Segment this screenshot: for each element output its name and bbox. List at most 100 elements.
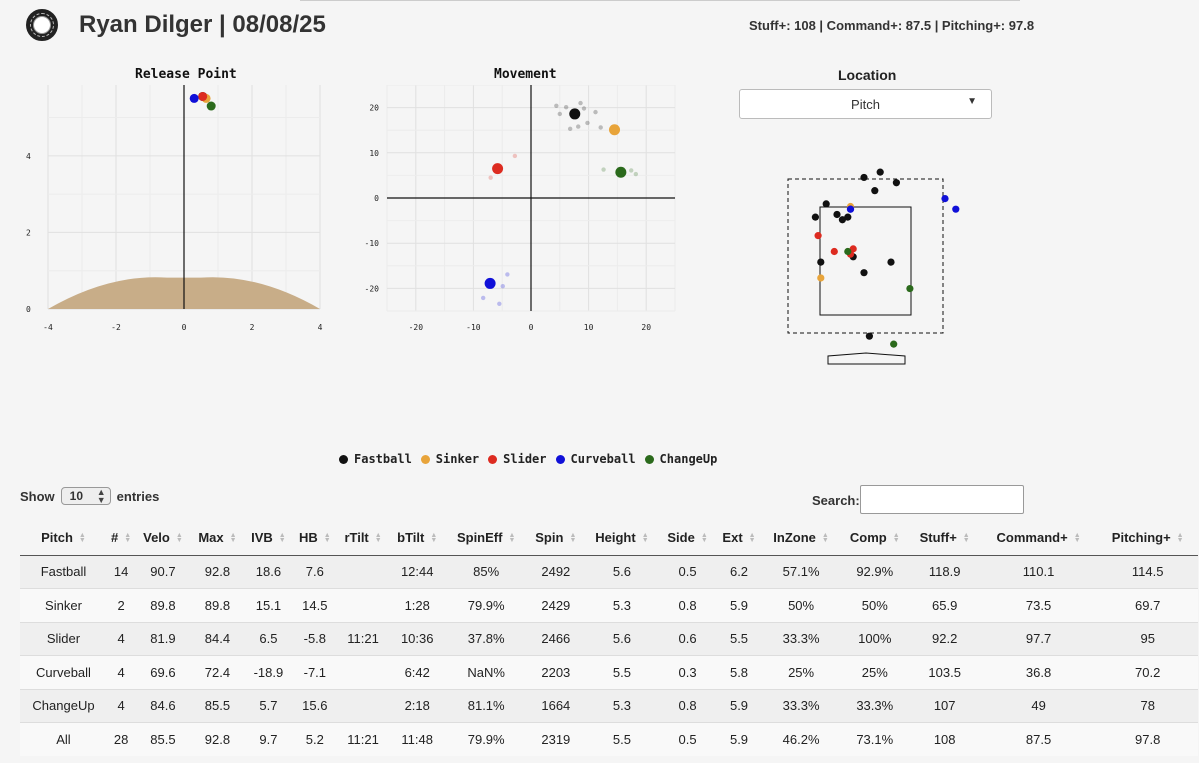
table-cell: 5.5	[584, 722, 660, 756]
y-tick-label: 2	[26, 228, 31, 237]
table-cell: 33.3%	[762, 688, 840, 723]
table-cell: 5.6	[584, 554, 660, 589]
table-cell: 33.3%	[839, 688, 910, 723]
column-header[interactable]: Comp ▲ ▼	[839, 520, 910, 556]
column-header[interactable]: Pitch ▲ ▼	[20, 520, 107, 556]
table-body: Fastball 14 90.7 92.8 18.6 7.6 12:44 85% 2492 5.6…	[20, 554, 1198, 756]
column-header[interactable]: Command+ ▲ ▼	[979, 520, 1098, 556]
column-header-label: HB	[298, 529, 318, 545]
movement-pitch-point	[598, 125, 603, 130]
column-header-label: Comp	[849, 529, 887, 545]
table-cell: 36.8	[979, 655, 1098, 689]
y-tick-label: 0	[26, 305, 31, 314]
table-cell: 103.5	[909, 655, 980, 689]
table-row: ChangeUp 4 84.6 85.5 5.7 15.6 2:18 81.1% 1664 5.3…	[20, 688, 1198, 723]
column-header[interactable]: IVB ▲ ▼	[244, 520, 293, 556]
table-cell: 2319	[527, 722, 585, 756]
column-header-label: Side	[667, 529, 695, 545]
column-header[interactable]: # ▲ ▼	[106, 520, 136, 556]
location-select[interactable]: Pitch ▼	[739, 89, 992, 119]
location-pitch-marker	[860, 173, 868, 182]
entries-label: entries	[116, 488, 160, 504]
table-cell: 4	[106, 688, 136, 723]
column-header[interactable]: Ext ▲ ▼	[715, 520, 763, 556]
sort-icon: ▲ ▼	[700, 532, 708, 545]
column-header[interactable]: Stuff+ ▲ ▼	[909, 520, 980, 556]
table-cell: ChangeUp	[20, 688, 107, 723]
movement-title: Movement	[494, 67, 557, 82]
movement-mean-marker	[484, 277, 496, 289]
column-header-label: bTilt	[397, 529, 425, 545]
table-cell: 4	[106, 621, 136, 656]
location-pitch-marker	[844, 213, 852, 221]
column-header[interactable]: Velo ▲ ▼	[135, 520, 191, 556]
table-cell: 28	[106, 722, 136, 756]
table-cell: 5.9	[715, 588, 763, 622]
table-cell: 89.8	[190, 588, 245, 622]
location-pitch-marker	[860, 269, 868, 277]
entries-value: 10	[69, 489, 84, 503]
table-cell: 33.3%	[762, 621, 840, 656]
entries-select[interactable]: 10 ▲ ▼	[60, 487, 111, 505]
search-label: Search:	[812, 493, 860, 508]
column-header[interactable]: Max ▲ ▼	[190, 520, 245, 556]
show-label: Show	[20, 488, 55, 504]
table-cell: 11:21	[337, 722, 390, 756]
chevron-down-icon: ▼	[967, 96, 977, 107]
y-tick-label: 0	[374, 194, 379, 203]
x-tick-label: -10	[466, 323, 481, 332]
table-cell: 37.8%	[445, 621, 528, 656]
sort-icon: ▲ ▼	[641, 532, 649, 545]
table-cell: NaN%	[445, 655, 528, 689]
column-header-label: Max	[198, 529, 224, 545]
location-pitch-marker	[846, 205, 855, 213]
legend-label: Slider	[503, 452, 547, 466]
table-cell: 25%	[839, 655, 910, 689]
table-cell: 5.9	[715, 722, 763, 756]
column-header[interactable]: SpinEff ▲ ▼	[445, 520, 528, 556]
table-cell: 5.5	[715, 621, 763, 656]
sort-icon: ▲ ▼	[78, 532, 86, 545]
release-point-marker	[189, 93, 199, 103]
table-cell: 92.8	[190, 722, 245, 756]
legend-label: Sinker	[435, 452, 480, 466]
column-header[interactable]: rTilt ▲ ▼	[337, 520, 390, 556]
column-header[interactable]: HB ▲ ▼	[292, 520, 337, 556]
column-header[interactable]: bTilt ▲ ▼	[389, 520, 446, 556]
movement-pitch-point	[567, 126, 573, 132]
table-cell: 50%	[839, 588, 910, 622]
legend-dot	[488, 454, 498, 464]
column-header[interactable]: Side ▲ ▼	[659, 520, 716, 556]
table-cell	[337, 688, 390, 723]
location-pitch-marker	[833, 210, 841, 219]
table-cell: 79.9%	[445, 722, 528, 756]
table-cell: All	[20, 722, 107, 756]
column-header[interactable]: Pitching+ ▲ ▼	[1097, 520, 1198, 556]
movement-mean-marker	[615, 166, 627, 178]
movement-pitch-point	[488, 175, 493, 180]
table-cell: 81.9	[135, 621, 191, 656]
column-header-label: Pitching+	[1111, 529, 1171, 545]
table-cell: 85.5	[190, 688, 245, 723]
location-pitch-marker	[817, 258, 825, 266]
table-cell: 4	[106, 655, 136, 689]
y-tick-label: -10	[365, 239, 380, 248]
table-cell: 2	[106, 588, 136, 622]
column-header[interactable]: Spin ▲ ▼	[527, 520, 585, 556]
table-cell: 78	[1097, 688, 1198, 723]
movement-pitch-point	[557, 111, 562, 117]
column-header[interactable]: InZone ▲ ▼	[762, 520, 840, 556]
y-tick-label: 10	[369, 149, 379, 158]
movement-pitch-point	[500, 283, 505, 289]
movement-pitch-point	[585, 120, 590, 126]
column-header[interactable]: Height ▲ ▼	[584, 520, 660, 556]
column-header-label: Command+	[996, 529, 1068, 545]
column-header-label: SpinEff	[456, 529, 503, 545]
column-header-label: Height	[595, 529, 636, 545]
search-input[interactable]	[860, 485, 1024, 514]
location-pitch-marker	[876, 168, 884, 176]
table-cell: Sinker	[20, 588, 107, 622]
legend-dot	[555, 454, 565, 464]
table-cell: 5.6	[584, 621, 660, 656]
table-cell: 5.2	[292, 722, 337, 756]
